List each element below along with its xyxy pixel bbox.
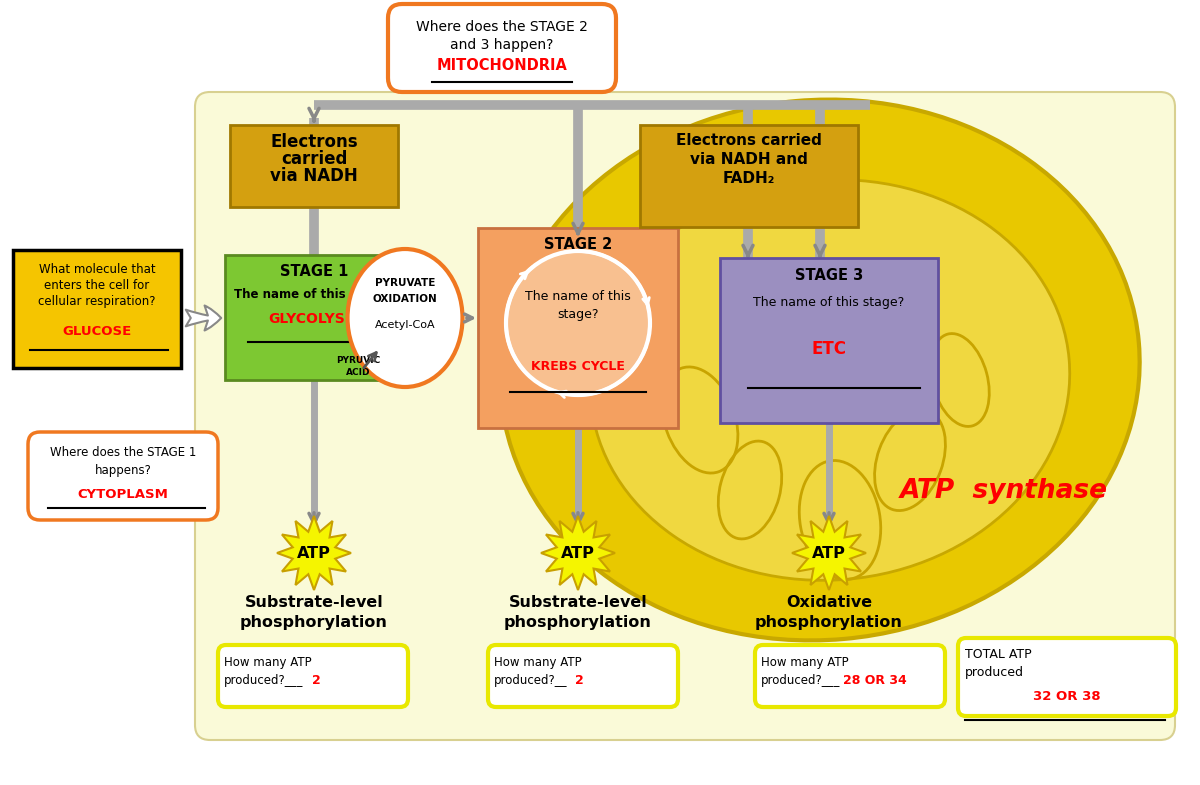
Text: GLUCOSE: GLUCOSE xyxy=(62,325,132,338)
Bar xyxy=(226,255,403,380)
Polygon shape xyxy=(792,516,866,590)
Text: enters the cell for: enters the cell for xyxy=(44,279,150,292)
Text: KREBS CYCLE: KREBS CYCLE xyxy=(532,360,625,373)
Text: MITOCHONDRIA: MITOCHONDRIA xyxy=(437,58,568,73)
Text: ATP: ATP xyxy=(812,546,846,560)
Bar xyxy=(13,250,181,368)
Text: PYRUVATE: PYRUVATE xyxy=(374,278,436,288)
Text: TOTAL ATP: TOTAL ATP xyxy=(965,648,1032,661)
Text: and 3 happen?: and 3 happen? xyxy=(450,38,553,52)
Bar xyxy=(230,125,398,207)
Bar xyxy=(720,258,938,423)
Text: cellular respiration?: cellular respiration? xyxy=(38,295,156,308)
Text: STAGE 3: STAGE 3 xyxy=(794,268,863,283)
Bar xyxy=(478,228,678,428)
Text: ATP  synthase: ATP synthase xyxy=(900,478,1108,504)
Text: produced: produced xyxy=(965,666,1024,679)
FancyBboxPatch shape xyxy=(755,645,946,707)
Text: produced?___: produced?___ xyxy=(224,674,304,687)
Text: ETC: ETC xyxy=(811,340,846,358)
Text: stage?: stage? xyxy=(557,308,599,321)
Text: PYRUVIC: PYRUVIC xyxy=(336,356,380,365)
Text: 2: 2 xyxy=(575,674,583,687)
Text: Substrate-level: Substrate-level xyxy=(245,595,383,610)
Text: STAGE 2: STAGE 2 xyxy=(544,237,612,252)
Text: The name of this: The name of this xyxy=(526,290,631,303)
Text: How many ATP: How many ATP xyxy=(494,656,582,669)
Text: What molecule that: What molecule that xyxy=(38,263,155,276)
Text: FADH₂: FADH₂ xyxy=(722,171,775,186)
Text: ATP: ATP xyxy=(562,546,595,560)
Text: Electrons carried: Electrons carried xyxy=(676,133,822,148)
FancyBboxPatch shape xyxy=(194,92,1175,740)
Text: STAGE 1: STAGE 1 xyxy=(280,264,348,279)
Text: How many ATP: How many ATP xyxy=(224,656,312,669)
Text: OXIDATION: OXIDATION xyxy=(373,294,437,304)
Text: produced?__: produced?__ xyxy=(494,674,568,687)
Text: phosphorylation: phosphorylation xyxy=(240,615,388,630)
Text: ACID: ACID xyxy=(346,368,371,377)
Ellipse shape xyxy=(348,249,462,387)
FancyBboxPatch shape xyxy=(218,645,408,707)
FancyBboxPatch shape xyxy=(958,638,1176,716)
Text: Substrate-level: Substrate-level xyxy=(509,595,647,610)
Text: phosphorylation: phosphorylation xyxy=(504,615,652,630)
Text: happens?: happens? xyxy=(95,464,151,477)
Polygon shape xyxy=(541,516,616,590)
FancyBboxPatch shape xyxy=(28,432,218,520)
Text: 2: 2 xyxy=(312,674,320,687)
Polygon shape xyxy=(277,516,352,590)
FancyBboxPatch shape xyxy=(388,4,616,92)
Text: produced?___: produced?___ xyxy=(761,674,840,687)
Text: 28 OR 34: 28 OR 34 xyxy=(842,674,907,687)
Text: CYTOPLASM: CYTOPLASM xyxy=(78,488,168,501)
Bar xyxy=(640,125,858,227)
Text: Acetyl-CoA: Acetyl-CoA xyxy=(374,320,436,330)
Text: via NADH: via NADH xyxy=(270,167,358,185)
Text: Oxidative: Oxidative xyxy=(786,595,872,610)
Circle shape xyxy=(506,251,650,395)
Text: Where does the STAGE 2: Where does the STAGE 2 xyxy=(416,20,588,34)
Text: How many ATP: How many ATP xyxy=(761,656,848,669)
Text: phosphorylation: phosphorylation xyxy=(755,615,902,630)
Text: GLYCOLYSIS: GLYCOLYSIS xyxy=(268,312,360,326)
Text: The name of this stage?: The name of this stage? xyxy=(754,296,905,309)
FancyBboxPatch shape xyxy=(488,645,678,707)
Ellipse shape xyxy=(500,100,1140,641)
Text: Where does the STAGE 1: Where does the STAGE 1 xyxy=(50,446,196,459)
Text: carried: carried xyxy=(281,150,347,168)
Text: The name of this stage?: The name of this stage? xyxy=(234,288,394,301)
Text: 32 OR 38: 32 OR 38 xyxy=(1033,690,1100,703)
Text: Electrons: Electrons xyxy=(270,133,358,151)
Text: ATP: ATP xyxy=(298,546,331,560)
Text: via NADH and: via NADH and xyxy=(690,152,808,167)
Ellipse shape xyxy=(590,180,1069,580)
